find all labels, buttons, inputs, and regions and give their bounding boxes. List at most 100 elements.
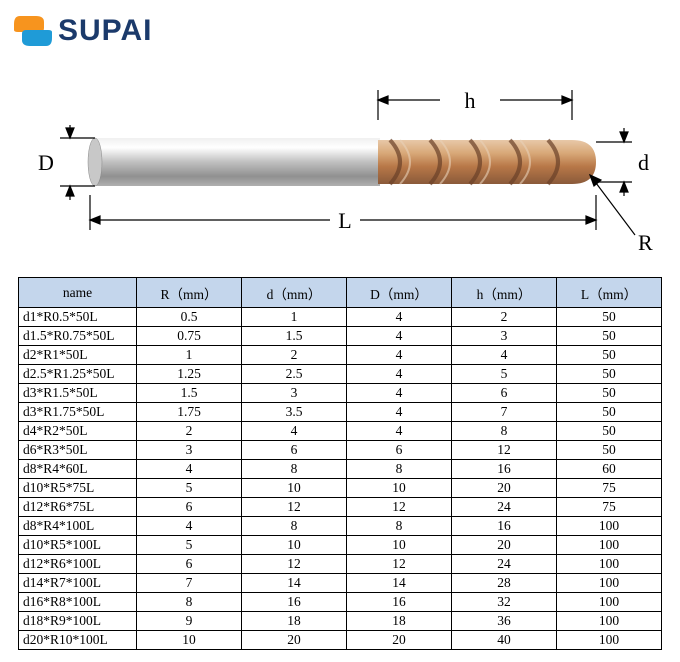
- table-cell: 10: [137, 631, 242, 650]
- table-cell: 50: [557, 441, 662, 460]
- table-cell: 16: [347, 593, 452, 612]
- table-cell: 50: [557, 403, 662, 422]
- table-row: d16*R8*100L8161632100: [19, 593, 662, 612]
- table-cell: 12: [242, 498, 347, 517]
- table-cell: 16: [242, 593, 347, 612]
- table-cell: 75: [557, 498, 662, 517]
- table-cell: 10: [347, 536, 452, 555]
- table-cell: 20: [347, 631, 452, 650]
- table-row: d3*R1.5*50L1.534650: [19, 384, 662, 403]
- table-row: d10*R5*100L5101020100: [19, 536, 662, 555]
- table-cell: 5: [452, 365, 557, 384]
- table-cell: d1*R0.5*50L: [19, 308, 137, 327]
- table-cell: 75: [557, 479, 662, 498]
- table-cell: 50: [557, 327, 662, 346]
- col-L: L（mm）: [557, 278, 662, 308]
- table-cell: d10*R5*75L: [19, 479, 137, 498]
- table-cell: 100: [557, 555, 662, 574]
- table-cell: 4: [137, 517, 242, 536]
- table-cell: 18: [242, 612, 347, 631]
- table-cell: d10*R5*100L: [19, 536, 137, 555]
- brand-logo: SUPAI: [14, 12, 152, 50]
- table-cell: 32: [452, 593, 557, 612]
- specification-table: name R（mm） d（mm） D（mm） h（mm） L（mm） d1*R0…: [18, 277, 662, 650]
- tool-diagram: h D: [0, 60, 680, 270]
- col-D: D（mm）: [347, 278, 452, 308]
- table-cell: 24: [452, 498, 557, 517]
- table-cell: 4: [137, 460, 242, 479]
- table-cell: d4*R2*50L: [19, 422, 137, 441]
- table-cell: 3: [242, 384, 347, 403]
- table-cell: 4: [242, 422, 347, 441]
- table-cell: 0.5: [137, 308, 242, 327]
- table-cell: 50: [557, 308, 662, 327]
- table-row: d14*R7*100L7141428100: [19, 574, 662, 593]
- col-name: name: [19, 278, 137, 308]
- table-cell: 12: [347, 555, 452, 574]
- label-d: d: [638, 150, 649, 175]
- table-cell: 1.5: [137, 384, 242, 403]
- table-row: d2*R1*50L124450: [19, 346, 662, 365]
- table-cell: 12: [452, 441, 557, 460]
- table-cell: 1: [242, 308, 347, 327]
- table-cell: 60: [557, 460, 662, 479]
- table-cell: 6: [347, 441, 452, 460]
- table-cell: 8: [347, 517, 452, 536]
- logo-mark-icon: [14, 12, 52, 50]
- table-cell: 20: [452, 479, 557, 498]
- table-cell: 24: [452, 555, 557, 574]
- dimension-R: [590, 175, 635, 235]
- table-cell: 14: [347, 574, 452, 593]
- table-cell: 12: [242, 555, 347, 574]
- table-cell: 7: [452, 403, 557, 422]
- table-row: d6*R3*50L3661250: [19, 441, 662, 460]
- table-row: d4*R2*50L244850: [19, 422, 662, 441]
- table-cell: 8: [347, 460, 452, 479]
- table-cell: 9: [137, 612, 242, 631]
- table-cell: 14: [242, 574, 347, 593]
- table-row: d3*R1.75*50L1.753.54750: [19, 403, 662, 422]
- table-cell: 10: [242, 536, 347, 555]
- table-cell: d20*R10*100L: [19, 631, 137, 650]
- table-header-row: name R（mm） d（mm） D（mm） h（mm） L（mm）: [19, 278, 662, 308]
- table-cell: d8*R4*100L: [19, 517, 137, 536]
- label-R: R: [638, 230, 653, 255]
- table-row: d8*R4*100L48816100: [19, 517, 662, 536]
- table-cell: 18: [347, 612, 452, 631]
- table-cell: 6: [452, 384, 557, 403]
- table-row: d18*R9*100L9181836100: [19, 612, 662, 631]
- table-cell: 8: [242, 460, 347, 479]
- table-cell: 1.75: [137, 403, 242, 422]
- label-L: L: [338, 208, 351, 233]
- table-cell: 50: [557, 365, 662, 384]
- label-h: h: [465, 88, 476, 113]
- table-cell: 2: [242, 346, 347, 365]
- table-row: d12*R6*75L612122475: [19, 498, 662, 517]
- table-cell: 10: [347, 479, 452, 498]
- table-cell: 2: [452, 308, 557, 327]
- table-cell: 7: [137, 574, 242, 593]
- table-cell: 100: [557, 631, 662, 650]
- table-cell: 4: [347, 327, 452, 346]
- table-cell: 36: [452, 612, 557, 631]
- col-R: R（mm）: [137, 278, 242, 308]
- table-cell: 12: [347, 498, 452, 517]
- table-cell: d6*R3*50L: [19, 441, 137, 460]
- table-cell: 10: [242, 479, 347, 498]
- table-cell: d16*R8*100L: [19, 593, 137, 612]
- table-row: d1.5*R0.75*50L0.751.54350: [19, 327, 662, 346]
- table-cell: 4: [452, 346, 557, 365]
- col-h: h（mm）: [452, 278, 557, 308]
- table-cell: 100: [557, 612, 662, 631]
- table-cell: 50: [557, 422, 662, 441]
- table-cell: 20: [452, 536, 557, 555]
- table-cell: 1: [137, 346, 242, 365]
- table-cell: d18*R9*100L: [19, 612, 137, 631]
- table-cell: 3.5: [242, 403, 347, 422]
- table-cell: 100: [557, 574, 662, 593]
- table-cell: 4: [347, 403, 452, 422]
- table-cell: 100: [557, 593, 662, 612]
- table-cell: 6: [242, 441, 347, 460]
- table-cell: 4: [347, 422, 452, 441]
- table-row: d12*R6*100L6121224100: [19, 555, 662, 574]
